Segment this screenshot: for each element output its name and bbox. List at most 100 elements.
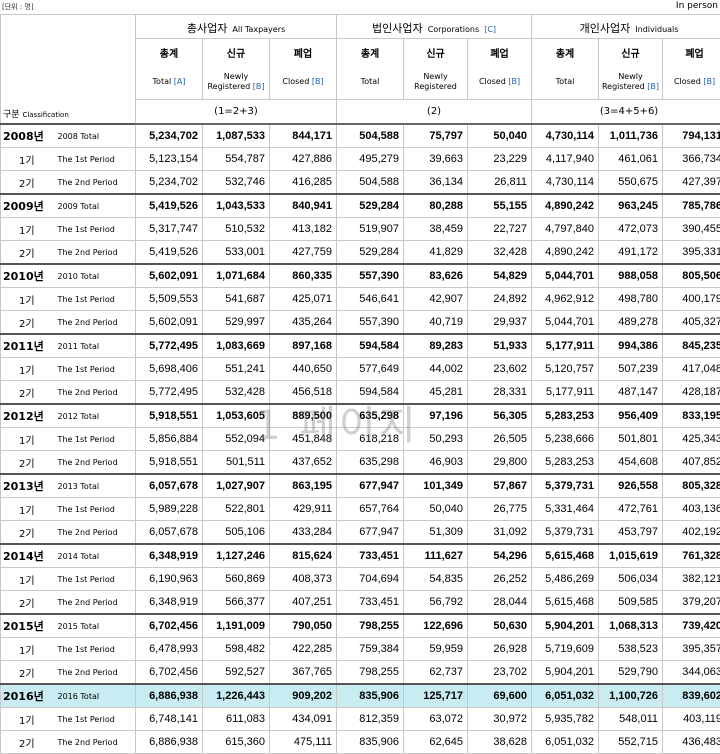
table-cell: 75,797 [404,124,468,148]
formula: (1=2+3) [136,100,337,125]
table-cell: 22,727 [468,218,532,241]
table-cell: 437,652 [270,451,337,475]
table-cell: 5,615,468 [532,591,599,615]
table-cell: 23,702 [468,661,532,685]
table-cell: 759,384 [337,638,404,661]
table-cell: 798,255 [337,614,404,638]
table-cell: 550,675 [599,171,663,195]
table-cell: 522,801 [203,498,270,521]
table-cell: 6,478,993 [136,638,203,661]
table-cell: 29,800 [468,451,532,475]
table-cell: 427,886 [270,148,337,171]
period-label-en: The 1st Period [56,358,136,381]
table-cell: 30,972 [468,708,532,731]
table-cell: 429,911 [270,498,337,521]
table-cell: 44,002 [404,358,468,381]
period-label-ko: 2기 [1,661,56,685]
table-cell: 62,737 [404,661,468,685]
table-cell: 611,083 [203,708,270,731]
table-cell: 5,719,609 [532,638,599,661]
table-cell: 988,058 [599,264,663,288]
table-cell: 41,829 [404,241,468,265]
table-cell: 403,119 [663,708,720,731]
table-cell: 51,933 [468,334,532,358]
subhead-en-text: Total [556,77,575,86]
table-cell: 657,764 [337,498,404,521]
table-cell: 495,279 [337,148,404,171]
table-cell: 812,359 [337,708,404,731]
table-cell: 408,373 [270,568,337,591]
period-label-en: The 2nd Period [56,451,136,475]
table-cell: 635,298 [337,404,404,428]
table-cell: 1,191,009 [203,614,270,638]
group-name-en: All Taxpayers [232,25,285,34]
table-cell: 554,787 [203,148,270,171]
table-cell: 510,532 [203,218,270,241]
period-label-ko: 2기 [1,521,56,545]
table-cell: 532,428 [203,381,270,405]
table-cell: 38,459 [404,218,468,241]
table-cell: 111,627 [404,544,468,568]
group-header: 법인사업자 Corporations [C] [337,15,532,39]
period-label-en: The 2nd Period [56,171,136,195]
subhead-en: Closed [B] [270,65,337,100]
table-cell: 69,600 [468,684,532,708]
table-cell: 785,786 [663,194,720,218]
table-cell: 425,343 [663,428,720,451]
table-cell: 5,918,551 [136,404,203,428]
table-cell: 489,278 [599,311,663,335]
table-cell: 125,717 [404,684,468,708]
table-cell: 6,057,678 [136,521,203,545]
table-cell: 451,848 [270,428,337,451]
table-cell: 491,172 [599,241,663,265]
table-cell: 4,890,242 [532,194,599,218]
table-cell: 36,134 [404,171,468,195]
table-cell: 56,792 [404,591,468,615]
group-name-ko: 법인사업자 [372,22,423,35]
subhead-tag: [B] [253,82,265,91]
period-label-ko: 1기 [1,638,56,661]
table-cell: 89,283 [404,334,468,358]
table-cell: 5,238,666 [532,428,599,451]
subhead-ko: 신규 [599,39,663,66]
table-cell: 5,177,911 [532,334,599,358]
table-cell: 761,328 [663,544,720,568]
table-cell: 26,928 [468,638,532,661]
table-cell: 733,451 [337,544,404,568]
table-cell: 794,131 [663,124,720,148]
table-cell: 551,241 [203,358,270,381]
period-label-ko: 2기 [1,241,56,265]
table-cell: 39,663 [404,148,468,171]
table-cell: 504,588 [337,124,404,148]
table-cell: 835,906 [337,684,404,708]
period-label-en: The 2nd Period [56,241,136,265]
table-cell: 1,226,443 [203,684,270,708]
table-cell: 5,044,701 [532,311,599,335]
table-cell: 594,584 [337,334,404,358]
table-cell: 101,349 [404,474,468,498]
table-cell: 6,702,456 [136,661,203,685]
table-cell: 5,120,757 [532,358,599,381]
table-cell: 54,835 [404,568,468,591]
table-cell: 42,907 [404,288,468,311]
table-cell: 833,195 [663,404,720,428]
table-cell: 507,239 [599,358,663,381]
table-cell: 63,072 [404,708,468,731]
table-cell: 1,127,246 [203,544,270,568]
table-cell: 50,630 [468,614,532,638]
table-cell: 57,867 [468,474,532,498]
table-cell: 532,746 [203,171,270,195]
